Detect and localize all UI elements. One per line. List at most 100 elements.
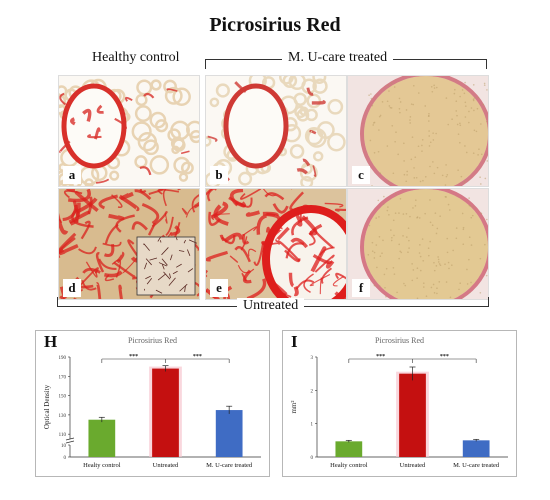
- cell-speckle: [468, 204, 471, 207]
- cell-speckle: [373, 251, 376, 254]
- cell-speckle: [461, 89, 464, 91]
- collagen-fiber: [290, 237, 309, 249]
- cell-speckle: [421, 238, 424, 240]
- cell-speckle: [435, 86, 438, 89]
- collagen-fiber: [63, 189, 83, 199]
- cell-speckle: [415, 176, 418, 179]
- cell-speckle: [392, 267, 395, 269]
- collagen-fiber: [312, 165, 317, 177]
- cell-speckle: [464, 145, 466, 147]
- collagen-fiber: [240, 189, 262, 200]
- x-tick-label: Untreated: [400, 462, 426, 469]
- cell-speckle: [394, 140, 396, 143]
- cell-speckle: [382, 203, 385, 205]
- cell-speckle: [458, 288, 460, 291]
- cell-speckle: [423, 286, 425, 288]
- cell-speckle: [409, 215, 411, 218]
- collagen-fiber: [335, 272, 346, 280]
- cell-speckle: [448, 267, 450, 270]
- collagen-fiber: [229, 255, 239, 263]
- inset-fiber: [184, 285, 186, 293]
- chart-panel-letter: I: [291, 332, 298, 351]
- collagen-fiber: [334, 208, 346, 212]
- collagen-fiber: [332, 275, 344, 287]
- x-tick-label: M. U-care treated: [453, 462, 500, 469]
- alveolus: [135, 93, 148, 107]
- collagen-fiber: [134, 189, 152, 200]
- cell-speckle: [466, 283, 469, 285]
- collagen-fiber: [80, 220, 91, 240]
- cell-speckle: [417, 92, 420, 94]
- significance-label: ***: [193, 354, 202, 360]
- inset-fiber: [163, 271, 171, 280]
- collagen-fiber: [95, 252, 105, 273]
- x-tick-label: Healty control: [83, 462, 121, 469]
- collagen-fiber: [319, 246, 335, 256]
- cell-speckle: [461, 212, 464, 215]
- collagen-fiber: [79, 267, 99, 286]
- cell-speckle: [447, 203, 450, 206]
- cell-speckle: [424, 212, 426, 215]
- collagen-fiber: [289, 191, 304, 211]
- cell-speckle: [398, 212, 400, 214]
- cell-speckle: [378, 235, 381, 238]
- cell-speckle: [470, 107, 473, 109]
- y-tick-label: 190: [59, 356, 67, 361]
- collagen-fiber: [59, 295, 77, 299]
- cell-speckle: [407, 251, 409, 254]
- cell-speckle: [446, 251, 449, 254]
- alveolus: [134, 105, 152, 123]
- collagen-fiber: [139, 166, 152, 176]
- cell-speckle: [433, 261, 435, 264]
- cell-speckle: [470, 281, 472, 284]
- cell-speckle: [472, 98, 475, 101]
- cell-speckle: [418, 217, 421, 219]
- collagen-fiber: [334, 291, 346, 299]
- collagen-fiber: [164, 212, 168, 224]
- cell-speckle: [428, 145, 431, 147]
- collagen-fiber: [324, 202, 344, 208]
- x-tick-label: M. U-care treated: [206, 462, 253, 469]
- cell-speckle: [412, 84, 415, 87]
- cell-speckle: [417, 145, 420, 148]
- chart-i-frame: I Picrosirius Red 0 1 2 3 mm² Healty control Unt…: [282, 330, 517, 477]
- cell-speckle: [455, 110, 458, 112]
- collagen-fiber: [264, 192, 285, 201]
- collagen-fiber: [272, 203, 289, 214]
- cell-speckle: [429, 221, 432, 224]
- cell-speckle: [418, 252, 421, 254]
- cell-speckle: [464, 105, 467, 107]
- cell-speckle: [416, 277, 418, 279]
- collagen-fiber: [207, 135, 218, 143]
- cell-speckle: [419, 180, 422, 183]
- y-tick-label: 10: [61, 444, 67, 449]
- cell-speckle: [378, 129, 380, 131]
- cell-speckle: [459, 122, 461, 125]
- cell-speckle: [454, 88, 456, 91]
- cell-speckle: [389, 106, 392, 109]
- alveolus: [170, 120, 190, 141]
- cell-speckle: [468, 236, 471, 239]
- cell-speckle: [429, 141, 432, 144]
- cell-speckle: [414, 205, 417, 207]
- collagen-fiber: [285, 242, 305, 259]
- y-tick-label: 130: [59, 414, 67, 419]
- cell-speckle: [473, 129, 476, 132]
- micrograph-e-image: [206, 189, 346, 299]
- collagen-fiber: [115, 214, 135, 233]
- cell-speckle: [483, 84, 486, 86]
- y-tick-label: 3: [311, 356, 314, 361]
- cell-speckle: [480, 123, 482, 125]
- collagen-fiber: [246, 278, 267, 299]
- cell-speckle: [387, 180, 390, 182]
- collagen-fiber: [303, 273, 314, 293]
- cell-speckle: [433, 269, 436, 272]
- x-tick-label: Healty control: [330, 462, 368, 469]
- cell-speckle: [462, 226, 465, 229]
- cell-speckle: [432, 132, 434, 134]
- cell-speckle: [452, 249, 454, 252]
- alveolus: [312, 76, 327, 85]
- cell-speckle: [397, 153, 399, 156]
- micrograph-c-image: [348, 76, 488, 186]
- alveolus: [206, 136, 212, 147]
